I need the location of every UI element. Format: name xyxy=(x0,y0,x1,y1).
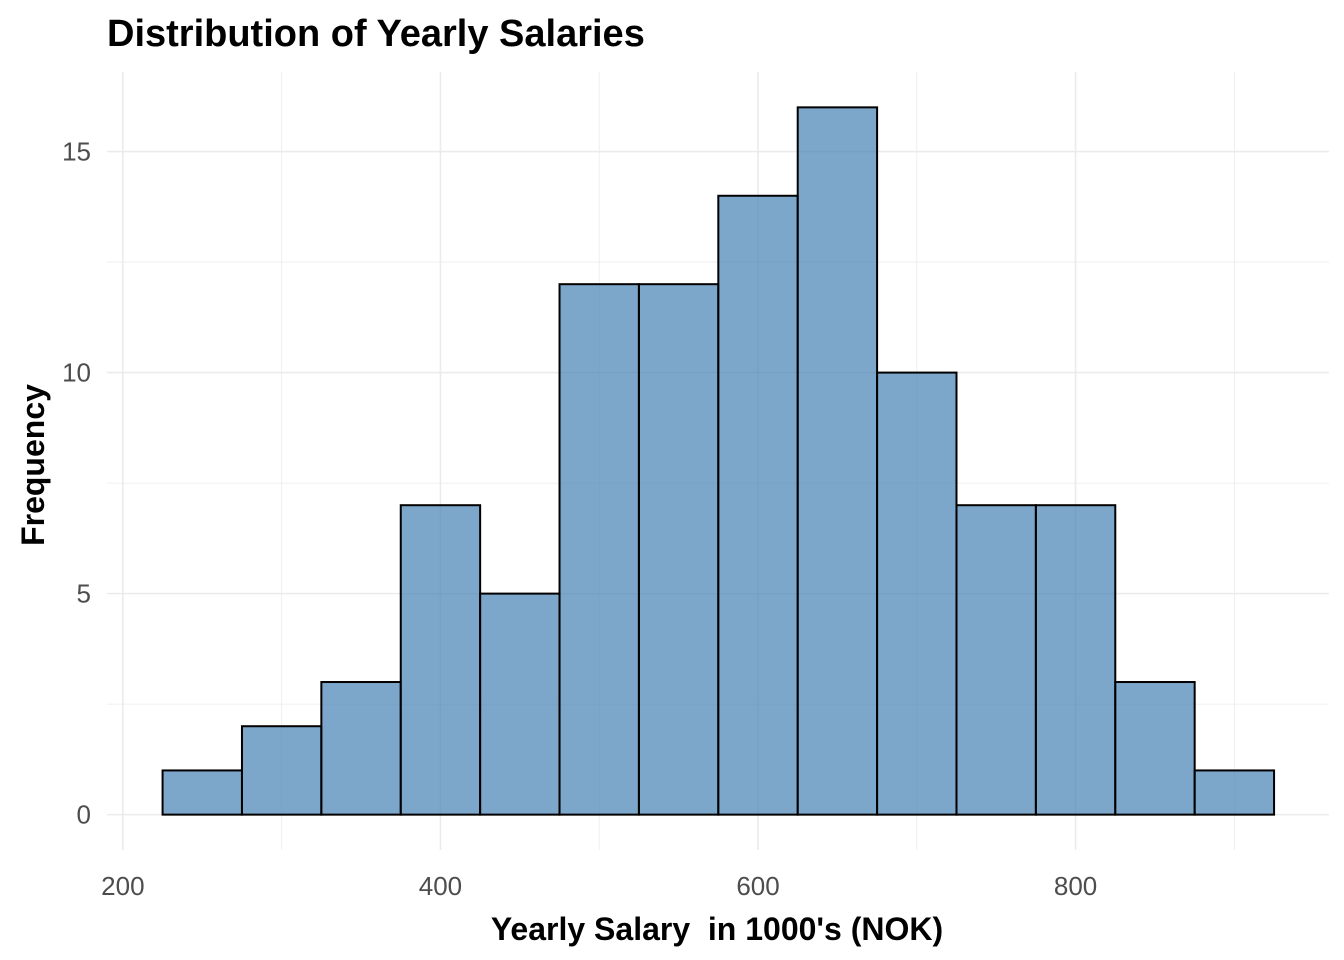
x-axis-title: Yearly Salary in 1000's (NOK) xyxy=(491,911,943,947)
histogram-bar xyxy=(399,504,482,816)
y-tick-label: 10 xyxy=(62,358,91,388)
x-tick-label: 200 xyxy=(101,871,144,901)
histogram-bar xyxy=(1193,769,1276,816)
x-tick-label: 800 xyxy=(1054,871,1097,901)
histogram-bar xyxy=(796,106,879,816)
y-axis-ticks: 0 5 10 15 xyxy=(62,137,91,830)
x-tick-label: 600 xyxy=(736,871,779,901)
histogram-bar xyxy=(479,592,561,816)
histogram-bar xyxy=(876,371,958,816)
chart-title: Distribution of Yearly Salaries xyxy=(107,13,645,55)
y-tick-label: 15 xyxy=(62,137,91,167)
histogram-bars xyxy=(161,106,1276,816)
histogram-bar xyxy=(240,725,323,816)
x-axis-ticks: 200 400 600 800 xyxy=(101,871,1097,901)
x-tick-label: 400 xyxy=(419,871,462,901)
histogram-bar xyxy=(717,194,799,816)
histogram-bar xyxy=(637,283,720,816)
histogram-bar xyxy=(320,681,402,816)
histogram-bar xyxy=(558,283,640,816)
histogram-bar xyxy=(1114,681,1196,816)
y-tick-label: 5 xyxy=(77,579,91,609)
y-axis-title: Frequency xyxy=(15,384,51,546)
histogram-bar xyxy=(955,504,1037,816)
histogram-bar xyxy=(1034,504,1117,816)
y-tick-label: 0 xyxy=(77,800,91,830)
histogram-bar xyxy=(161,769,243,816)
